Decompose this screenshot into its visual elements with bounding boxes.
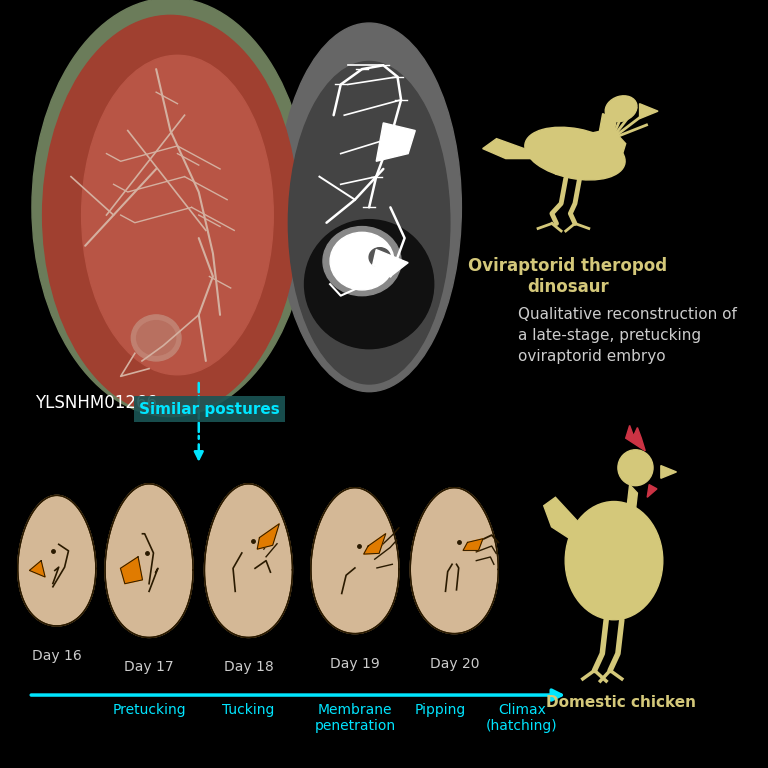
Polygon shape xyxy=(204,484,293,637)
Text: Domestic chicken: Domestic chicken xyxy=(546,695,696,710)
Polygon shape xyxy=(372,250,408,276)
Polygon shape xyxy=(105,484,193,637)
Text: Climax
(hatching): Climax (hatching) xyxy=(486,703,558,733)
Polygon shape xyxy=(121,557,142,584)
Ellipse shape xyxy=(42,15,298,415)
Ellipse shape xyxy=(565,502,663,620)
Text: Qualitative reconstruction of
a late-stage, pretucking
oviraptorid embryo: Qualitative reconstruction of a late-sta… xyxy=(518,307,737,364)
Text: Pipping: Pipping xyxy=(415,703,465,717)
Polygon shape xyxy=(584,128,626,158)
Polygon shape xyxy=(544,498,583,539)
Ellipse shape xyxy=(32,0,309,417)
Polygon shape xyxy=(482,139,534,158)
Text: Day 19: Day 19 xyxy=(330,657,380,670)
Polygon shape xyxy=(640,104,658,118)
Ellipse shape xyxy=(525,127,625,180)
Text: Day 20: Day 20 xyxy=(429,657,479,670)
Polygon shape xyxy=(257,524,280,549)
Polygon shape xyxy=(626,485,637,527)
Polygon shape xyxy=(463,539,483,551)
Ellipse shape xyxy=(38,541,65,574)
Polygon shape xyxy=(598,114,617,144)
Polygon shape xyxy=(364,534,386,554)
Ellipse shape xyxy=(618,450,653,485)
Polygon shape xyxy=(29,561,45,577)
Text: Day 16: Day 16 xyxy=(32,649,81,663)
Text: Oviraptorid theropod
dinosaur: Oviraptorid theropod dinosaur xyxy=(468,257,667,296)
Polygon shape xyxy=(660,465,677,478)
Ellipse shape xyxy=(276,23,462,392)
Ellipse shape xyxy=(441,531,472,561)
Polygon shape xyxy=(376,123,415,161)
Ellipse shape xyxy=(369,247,390,267)
Text: Membrane
penetration: Membrane penetration xyxy=(314,703,396,733)
Ellipse shape xyxy=(288,61,450,384)
Ellipse shape xyxy=(131,538,164,576)
Ellipse shape xyxy=(323,227,401,296)
Text: Day 18: Day 18 xyxy=(223,660,273,674)
Polygon shape xyxy=(626,425,645,451)
Ellipse shape xyxy=(344,535,374,565)
Text: Tucking: Tucking xyxy=(222,703,275,717)
Text: Day 17: Day 17 xyxy=(124,660,174,674)
Polygon shape xyxy=(410,488,498,634)
Polygon shape xyxy=(594,522,630,556)
Polygon shape xyxy=(647,485,657,498)
Ellipse shape xyxy=(81,55,273,375)
Ellipse shape xyxy=(137,321,176,356)
Ellipse shape xyxy=(330,233,394,290)
Ellipse shape xyxy=(131,315,181,361)
Ellipse shape xyxy=(305,220,434,349)
Ellipse shape xyxy=(605,96,637,121)
Text: YLSNHM01266: YLSNHM01266 xyxy=(35,394,157,412)
Text: Pretucking: Pretucking xyxy=(112,703,186,717)
Polygon shape xyxy=(18,495,96,626)
Text: Similar postures: Similar postures xyxy=(139,402,280,417)
Polygon shape xyxy=(311,488,399,634)
Ellipse shape xyxy=(235,528,266,562)
